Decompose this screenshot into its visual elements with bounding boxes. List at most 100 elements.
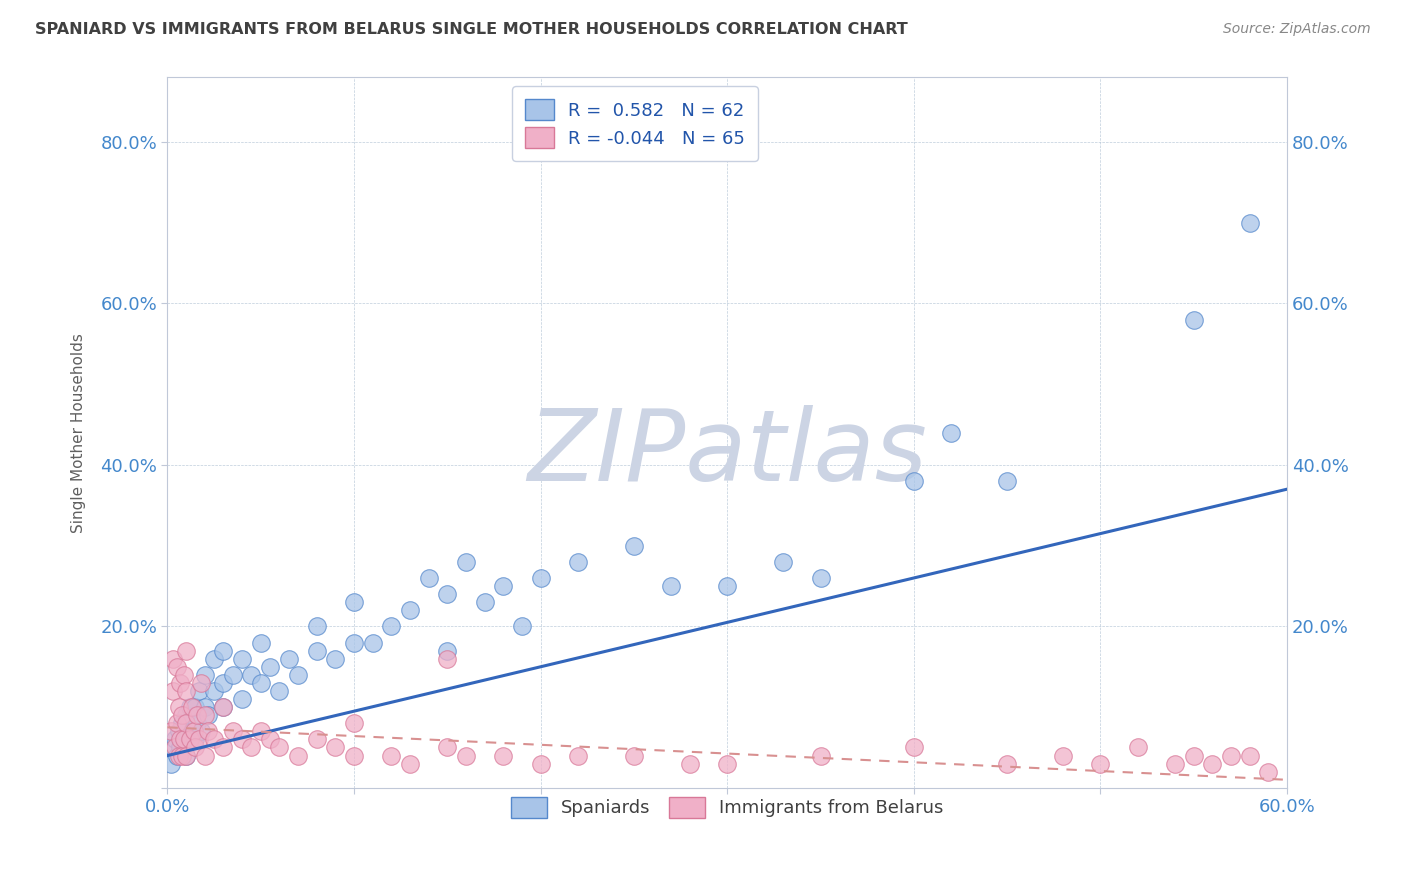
- Point: [305, 732, 328, 747]
- Point: [380, 619, 402, 633]
- Point: [194, 700, 217, 714]
- Point: [679, 756, 702, 771]
- Point: [179, 700, 201, 714]
- Point: [436, 643, 458, 657]
- Point: [186, 716, 208, 731]
- Point: [567, 748, 589, 763]
- Point: [212, 700, 235, 714]
- Point: [163, 740, 186, 755]
- Point: [287, 668, 309, 682]
- Point: [1126, 740, 1149, 755]
- Point: [190, 724, 212, 739]
- Point: [659, 579, 682, 593]
- Point: [212, 740, 235, 755]
- Point: [160, 724, 183, 739]
- Point: [231, 651, 253, 665]
- Point: [169, 740, 191, 755]
- Point: [436, 651, 458, 665]
- Point: [174, 684, 197, 698]
- Point: [772, 555, 794, 569]
- Point: [166, 748, 188, 763]
- Point: [530, 571, 553, 585]
- Point: [418, 571, 440, 585]
- Point: [166, 716, 188, 731]
- Point: [1182, 312, 1205, 326]
- Point: [194, 748, 217, 763]
- Point: [173, 668, 195, 682]
- Point: [231, 692, 253, 706]
- Point: [1257, 764, 1279, 779]
- Point: [231, 732, 253, 747]
- Point: [184, 732, 207, 747]
- Point: [380, 748, 402, 763]
- Point: [269, 684, 291, 698]
- Point: [162, 684, 184, 698]
- Point: [325, 740, 347, 755]
- Y-axis label: Single Mother Households: Single Mother Households: [72, 333, 86, 533]
- Point: [249, 635, 271, 649]
- Point: [163, 732, 186, 747]
- Point: [716, 756, 738, 771]
- Point: [249, 676, 271, 690]
- Point: [436, 740, 458, 755]
- Point: [1239, 216, 1261, 230]
- Point: [194, 668, 217, 682]
- Point: [194, 708, 217, 723]
- Point: [167, 748, 190, 763]
- Point: [202, 651, 225, 665]
- Point: [174, 748, 197, 763]
- Point: [222, 724, 245, 739]
- Point: [361, 635, 384, 649]
- Point: [183, 724, 205, 739]
- Point: [184, 700, 207, 714]
- Point: [172, 716, 194, 731]
- Point: [184, 740, 207, 755]
- Point: [173, 732, 195, 747]
- Point: [287, 748, 309, 763]
- Point: [995, 474, 1018, 488]
- Point: [492, 579, 515, 593]
- Point: [810, 748, 832, 763]
- Point: [623, 748, 645, 763]
- Point: [169, 676, 191, 690]
- Point: [259, 732, 281, 747]
- Point: [1090, 756, 1112, 771]
- Point: [941, 425, 963, 440]
- Point: [492, 748, 515, 763]
- Point: [399, 603, 422, 617]
- Text: SPANIARD VS IMMIGRANTS FROM BELARUS SINGLE MOTHER HOUSEHOLDS CORRELATION CHART: SPANIARD VS IMMIGRANTS FROM BELARUS SING…: [35, 22, 908, 37]
- Point: [162, 651, 184, 665]
- Point: [212, 643, 235, 657]
- Point: [188, 732, 211, 747]
- Point: [1239, 748, 1261, 763]
- Point: [174, 643, 197, 657]
- Point: [174, 716, 197, 731]
- Point: [172, 708, 194, 723]
- Point: [174, 748, 197, 763]
- Point: [167, 724, 190, 739]
- Point: [162, 740, 184, 755]
- Point: [716, 579, 738, 593]
- Point: [186, 708, 208, 723]
- Text: Source: ZipAtlas.com: Source: ZipAtlas.com: [1223, 22, 1371, 37]
- Point: [1182, 748, 1205, 763]
- Point: [810, 571, 832, 585]
- Point: [903, 740, 925, 755]
- Point: [174, 708, 197, 723]
- Point: [1201, 756, 1223, 771]
- Point: [173, 732, 195, 747]
- Point: [259, 659, 281, 673]
- Point: [995, 756, 1018, 771]
- Point: [474, 595, 496, 609]
- Point: [269, 740, 291, 755]
- Point: [1220, 748, 1243, 763]
- Point: [454, 748, 477, 763]
- Point: [188, 684, 211, 698]
- Text: ZIPatlas: ZIPatlas: [527, 406, 927, 502]
- Point: [240, 740, 263, 755]
- Point: [180, 700, 202, 714]
- Point: [343, 716, 366, 731]
- Point: [172, 748, 194, 763]
- Point: [623, 539, 645, 553]
- Point: [1052, 748, 1074, 763]
